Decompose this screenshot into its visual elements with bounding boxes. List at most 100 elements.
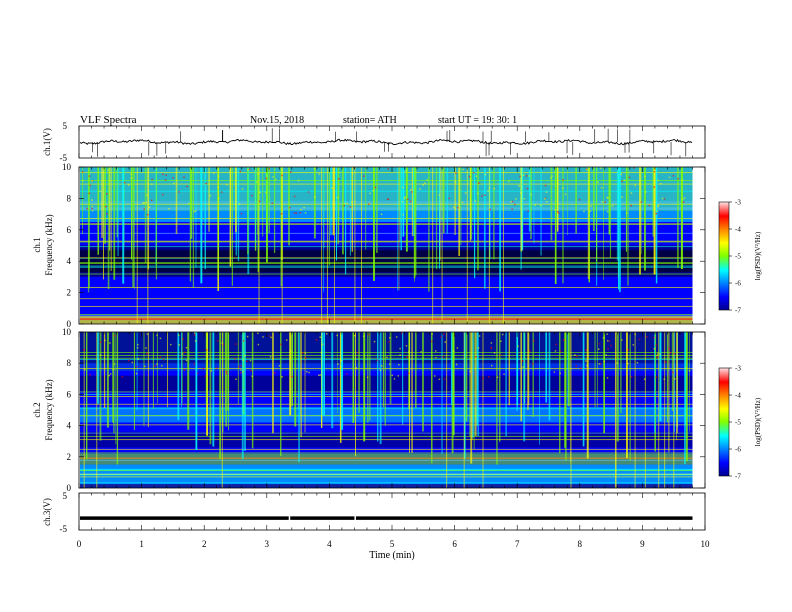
spec-speckle <box>404 196 406 198</box>
spec-speckle <box>672 175 675 177</box>
freq-tick-label: 0 <box>67 483 72 493</box>
spec-speckle <box>657 205 659 208</box>
spec-speckle <box>399 347 401 350</box>
spec-streak <box>473 167 476 279</box>
spec-streak <box>321 332 323 416</box>
spec-speckle <box>130 177 132 179</box>
spec-streak <box>532 332 534 418</box>
spec-streak <box>297 332 299 410</box>
spec-streak <box>247 167 249 255</box>
spec-speckle <box>376 359 378 361</box>
spec-streak <box>414 167 415 282</box>
spec-speckle <box>473 172 475 174</box>
spec-speckle <box>407 351 410 353</box>
spec-streak <box>484 167 486 289</box>
spec-speckle <box>143 208 145 210</box>
ch1-colorbar-label: log(PSD)(V²/Hz) <box>754 231 762 280</box>
spec-speckle <box>620 339 623 341</box>
spec-speckle <box>608 340 611 343</box>
spec-streak <box>328 167 330 266</box>
spec-speckle <box>146 213 149 216</box>
colorbar-tick-label: -6 <box>735 280 741 288</box>
spec-streak <box>402 332 404 425</box>
spec-speckle <box>455 363 458 366</box>
spec-speckle <box>325 332 328 335</box>
spec-line <box>80 266 693 268</box>
spec-speckle <box>519 175 521 178</box>
ch2-freq-ticks: 0 2 4 6 8 10 <box>62 327 705 493</box>
spec-line <box>80 474 693 476</box>
spec-speckle <box>340 359 343 362</box>
spec-speckle <box>240 364 242 367</box>
spec-speckle <box>435 356 437 359</box>
spec-line <box>80 224 693 225</box>
spec-streak <box>428 167 430 292</box>
spec-line <box>80 432 693 434</box>
spec-speckle <box>386 198 389 201</box>
spec-speckle <box>142 202 144 204</box>
spec-speckle <box>403 197 406 200</box>
spec-speckle <box>304 212 307 214</box>
spec-speckle <box>640 201 643 203</box>
spec-speckle <box>546 200 548 203</box>
spec-speckle <box>426 179 429 181</box>
spec-speckle <box>606 333 608 335</box>
spec-speckle <box>293 195 296 198</box>
spec-streak <box>365 167 367 250</box>
spec-streak <box>676 332 678 434</box>
spec-streak <box>460 167 462 246</box>
spec-streak <box>195 167 197 268</box>
spec-streak <box>451 332 454 454</box>
spec-speckle <box>303 206 305 209</box>
spec-speckle <box>156 334 158 337</box>
spec-speckle <box>438 194 441 196</box>
spec-speckle <box>555 343 557 346</box>
spec-speckle <box>238 203 241 206</box>
spec-streak <box>217 167 219 278</box>
spec-speckle <box>239 372 242 374</box>
spec-streak <box>377 332 379 442</box>
spec-streak <box>422 332 424 432</box>
spec-speckle <box>671 371 674 374</box>
spec-speckle <box>209 194 212 197</box>
spec-speckle <box>235 378 237 380</box>
spec-speckle <box>545 191 548 193</box>
colorbar-tick-label: -3 <box>735 365 741 373</box>
spec-streak <box>117 167 119 256</box>
spec-speckle <box>607 197 609 199</box>
x-tick-label: 10 <box>701 539 711 549</box>
x-tick-label: 8 <box>578 539 583 549</box>
spec-sferic <box>361 167 363 324</box>
spec-streak <box>625 167 627 252</box>
spec-streak <box>655 167 658 284</box>
spec-speckle <box>398 363 400 366</box>
spec-speckle <box>490 364 493 367</box>
spec-streak <box>205 332 208 405</box>
start-time-label: start UT = 19: 30: 1 <box>438 115 517 126</box>
spec-speckle <box>433 375 436 377</box>
spec-speckle <box>655 376 657 378</box>
spec-streak <box>431 332 433 464</box>
spec-streak <box>132 167 135 288</box>
spec-speckle <box>599 362 602 365</box>
spec-speckle <box>564 193 567 196</box>
colorbar-tick-label: -4 <box>735 392 741 400</box>
spec-speckle <box>234 358 236 360</box>
x-tick-label: 0 <box>77 539 82 549</box>
spec-speckle <box>669 351 672 354</box>
spec-band <box>80 167 693 211</box>
spec-band <box>80 484 693 488</box>
spec-speckle <box>363 175 365 177</box>
spec-speckle <box>300 208 302 211</box>
spec-speckle <box>440 336 443 338</box>
spec-speckle <box>452 350 455 352</box>
spec-streak <box>208 167 210 232</box>
spec-streak <box>666 332 669 423</box>
spec-speckle <box>91 180 93 182</box>
spec-streak <box>330 167 332 236</box>
spec-line <box>80 352 693 353</box>
spec-streak <box>156 332 158 404</box>
spec-speckle <box>461 201 464 204</box>
spec-speckle <box>217 340 219 342</box>
spec-speckle <box>405 170 407 172</box>
